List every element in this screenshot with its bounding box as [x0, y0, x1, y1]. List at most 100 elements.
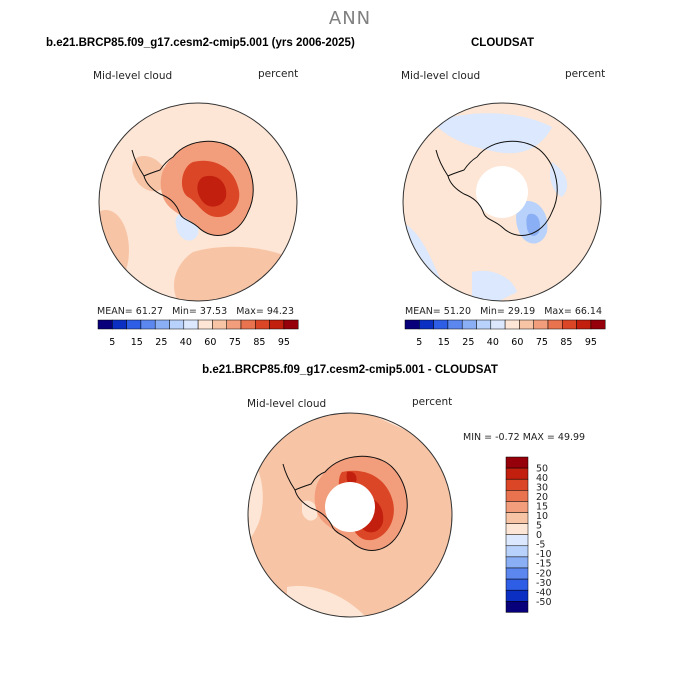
obs-colorbar-box-12 — [576, 319, 592, 330]
obs-colorbar-tick-label: 60 — [511, 337, 523, 348]
model-colorbar-box-0 — [97, 319, 113, 330]
obs-colorbar-box-9 — [533, 319, 549, 330]
model-min-label: Min= — [172, 306, 197, 317]
model-colorbar-tick-label: 25 — [155, 337, 167, 348]
model-colorbar-tick-label: 95 — [278, 337, 290, 348]
obs-colorbar-tick-label: 25 — [462, 337, 474, 348]
model-coastline — [143, 140, 254, 236]
diff-colorbar-tick-label: 40 — [536, 473, 548, 484]
obs-colorbar-tick-label: 5 — [416, 337, 422, 348]
model-colorbar-box-11 — [255, 319, 270, 330]
diff-colorbar-tick-label: 10 — [536, 511, 548, 522]
diff-colorbar-tick-label: 5 — [536, 521, 542, 532]
diff-colorbar-tick-label: -5 — [536, 540, 545, 551]
diff-colorbar-tick-label: -15 — [536, 559, 552, 570]
model-colorbar-box-4 — [154, 319, 170, 330]
obs-colorbar-box-4 — [461, 319, 477, 330]
model-colorbar-tick-label: 5 — [109, 337, 115, 348]
model-colorbar-box-10 — [240, 319, 256, 330]
obs-colorbar-box-1 — [419, 319, 434, 330]
model-colorbar-box-1 — [112, 319, 127, 330]
model-colorbar-box-7 — [197, 319, 213, 330]
obs-colorbar-box-6 — [490, 319, 506, 330]
diff-colorbar-box-9 — [505, 556, 529, 569]
model-max-value: 94.23 — [266, 306, 295, 317]
obs-colorbar-tick-label: 85 — [560, 337, 572, 348]
diff-colorbar-box-8 — [505, 545, 529, 558]
obs-colorbar-tick-label: 75 — [536, 337, 548, 348]
diff-colorbar-box-13 — [505, 601, 529, 613]
obs-colorbar: 5 15 25 40 60 75 85 95 — [404, 319, 606, 348]
diff-colorbar-tick-label: 50 — [536, 464, 548, 475]
diff-colorbar-tick-label: -40 — [536, 587, 552, 598]
obs-region-ross-core — [526, 213, 540, 236]
obs-panel-title: CLOUDSAT — [471, 37, 535, 49]
diff-colorbar-box-0 — [505, 456, 529, 469]
obs-colorbar-box-5 — [476, 319, 492, 330]
obs-colorbar-tick-label: 40 — [487, 337, 499, 348]
model-colorbar-box-13 — [283, 319, 299, 330]
diff-peninsula-coast — [282, 463, 296, 491]
diff-coastline — [294, 455, 408, 551]
model-colorbar-tick-label: 75 — [229, 337, 241, 348]
model-max-label: Max= — [236, 306, 264, 317]
diff-map — [247, 412, 453, 618]
obs-colorbar-box-7 — [504, 319, 520, 330]
model-mean-label: MEAN= — [97, 306, 133, 317]
obs-coastline — [447, 140, 558, 236]
season-label: ANN — [328, 8, 372, 29]
diff-colorbar-tick-label: 0 — [536, 530, 542, 541]
diff-colorbar-tick-label: -20 — [536, 568, 552, 579]
diff-colorbar-tick-label: 20 — [536, 492, 548, 503]
model-colorbar-box-6 — [183, 319, 199, 330]
model-colorbar-box-12 — [269, 319, 285, 330]
model-variable-label: Mid-level cloud — [93, 70, 173, 82]
diff-colorbar-box-12 — [505, 589, 529, 602]
model-colorbar-tick-label: 60 — [204, 337, 216, 348]
obs-mean-label: MEAN= — [405, 306, 441, 317]
model-min-value: 37.53 — [199, 306, 228, 317]
diff-colorbar-box-7 — [505, 534, 529, 547]
obs-polar-hole — [476, 166, 528, 218]
obs-colorbar-box-8 — [519, 319, 534, 330]
obs-min-label: Min= — [480, 306, 505, 317]
model-map-border — [98, 102, 298, 302]
diff-colorbar-tick-label: -50 — [536, 597, 552, 608]
diff-colorbar-tick-label: -10 — [536, 549, 552, 560]
obs-map — [402, 102, 602, 302]
diff-colorbar-tick-label: 15 — [536, 502, 548, 513]
obs-units-label: percent — [565, 68, 606, 80]
obs-max-value: 66.14 — [574, 306, 603, 317]
model-colorbar-tick-label: 40 — [180, 337, 192, 348]
obs-colorbar-box-11 — [562, 319, 577, 330]
obs-region-southern-ocean — [472, 270, 517, 301]
obs-mean-value: 51.20 — [443, 306, 471, 317]
diff-panel-title: b.e21.BRCP85.f09_g17.cesm2-cmip5.001 - C… — [202, 364, 498, 376]
model-stats: MEAN= 61.27 Min= 37.53 Max= 94.23 — [97, 306, 294, 317]
model-colorbar-box-5 — [169, 319, 185, 330]
obs-peninsula-coast — [435, 149, 449, 177]
obs-region-coastal-band — [432, 113, 552, 154]
model-peninsula-coast — [131, 149, 145, 177]
diff-colorbar-box-10 — [505, 567, 529, 580]
model-colorbar: 5 15 25 40 60 75 85 95 — [97, 319, 299, 348]
obs-max-label: Max= — [544, 306, 572, 317]
diff-colorbar-box-3 — [505, 490, 529, 502]
model-colorbar-tick-label: 15 — [131, 337, 143, 348]
model-colorbar-tick-label: 85 — [253, 337, 265, 348]
diff-colorbar-box-1 — [505, 467, 529, 480]
diff-units-label: percent — [412, 396, 453, 408]
obs-stats: MEAN= 51.20 Min= 29.19 Max= 66.14 — [405, 306, 602, 317]
obs-colorbar-tick-label: 95 — [585, 337, 597, 348]
diff-map-border — [247, 412, 453, 618]
model-panel-title: b.e21.BRCP85.f09_g17.cesm2-cmip5.001 (yr… — [46, 37, 355, 49]
model-units-label: percent — [258, 68, 299, 80]
diff-colorbar-tick-label: -30 — [536, 578, 552, 589]
diff-variable-label: Mid-level cloud — [247, 398, 327, 410]
obs-colorbar-box-0 — [404, 319, 420, 330]
diff-colorbar-box-6 — [505, 523, 529, 535]
diff-region-weddell — [302, 500, 318, 521]
obs-min-value: 29.19 — [507, 306, 536, 317]
diff-colorbar-box-5 — [505, 512, 529, 524]
